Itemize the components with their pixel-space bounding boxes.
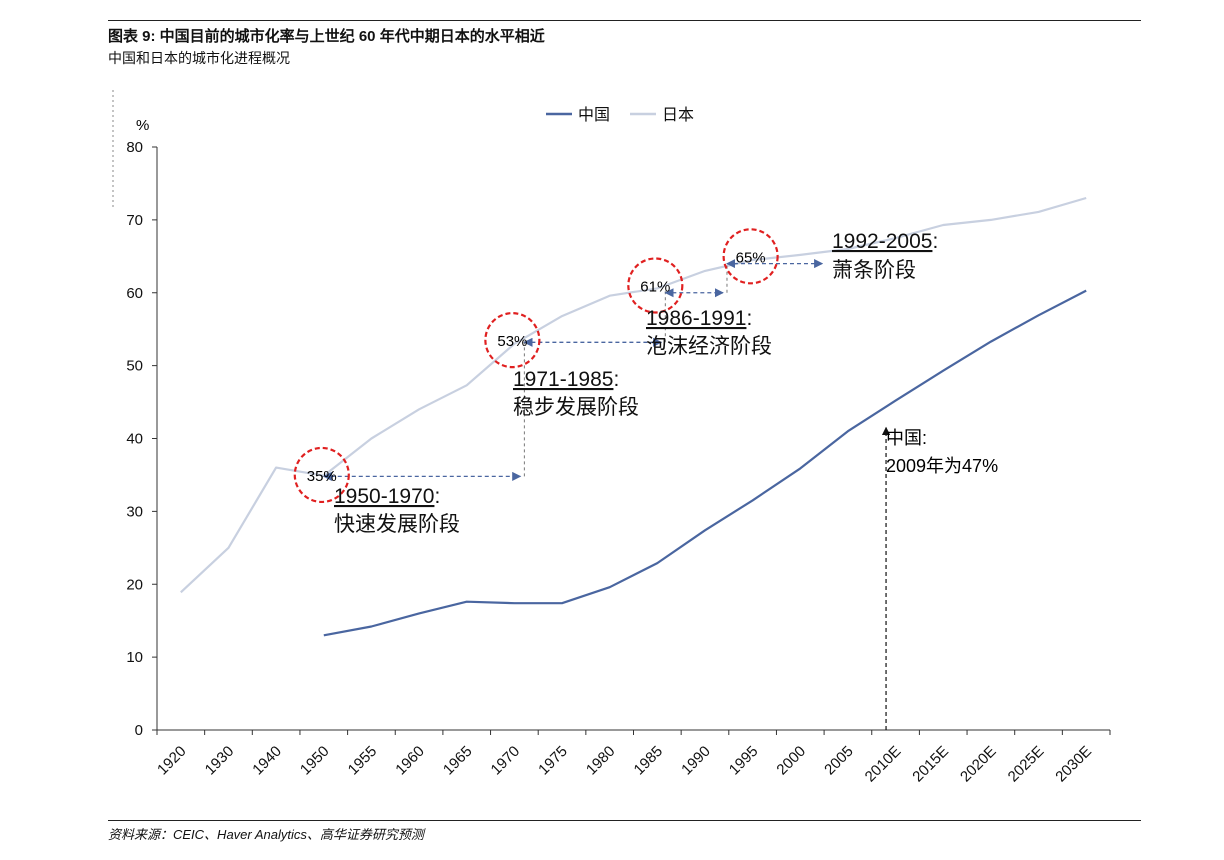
period-label-3: 1986-1991: 泡沫经济阶段 bbox=[646, 307, 772, 358]
legend-label-china: 中国 bbox=[578, 106, 610, 124]
circle-label-4: 65% bbox=[736, 249, 766, 266]
svg-text:1950-1970:: 1950-1970: bbox=[334, 485, 440, 508]
period-years-1: 1950-1970 bbox=[334, 485, 434, 508]
period-colon-3: : bbox=[746, 307, 752, 330]
circle-label-3: 61% bbox=[640, 278, 670, 295]
x-tick-label-12: 1995 bbox=[726, 743, 762, 779]
y-axis-unit: % bbox=[136, 117, 149, 134]
period-years-3: 1986-1991 bbox=[646, 307, 746, 330]
x-tick-label-5: 1960 bbox=[392, 743, 428, 779]
period-label-2: 1971-1985: 稳步发展阶段 bbox=[513, 368, 639, 419]
bottom-rule bbox=[108, 820, 1141, 821]
x-tick-label-9: 1980 bbox=[583, 743, 619, 779]
circle-label-1: 35% bbox=[307, 468, 337, 485]
period-colon-4: : bbox=[932, 230, 938, 253]
x-tick-label-0: 1920 bbox=[154, 743, 190, 779]
china-2009-note: 中国: 2009年为47% bbox=[886, 428, 998, 476]
y-tick-label-0: 0 bbox=[135, 722, 143, 739]
period-stage-2: 稳步发展阶段 bbox=[513, 396, 639, 419]
y-tick-label-4: 40 bbox=[126, 431, 143, 448]
y-tick-label-2: 20 bbox=[126, 576, 143, 593]
highlight-circle-2 bbox=[484, 312, 541, 369]
y-tick-label-3: 30 bbox=[126, 503, 143, 520]
source-note: 资料来源：CEIC、Haver Analytics、高华证券研究预测 bbox=[108, 827, 424, 842]
period-stage-3: 泡沫经济阶段 bbox=[646, 335, 772, 358]
highlight-circle-3 bbox=[627, 257, 684, 314]
x-tick-label-8: 1975 bbox=[535, 743, 571, 779]
x-tick-label-18: 2025E bbox=[1005, 743, 1048, 786]
x-tick-label-16: 2015E bbox=[909, 743, 952, 786]
period-colon-2: : bbox=[613, 368, 619, 391]
figure-title: 图表 9: 中国目前的城市化率与上世纪 60 年代中期日本的水平相近 bbox=[108, 28, 545, 45]
china-note-line1: 中国: bbox=[886, 428, 927, 448]
highlight-circle-1 bbox=[293, 446, 350, 504]
x-tick-label-13: 2000 bbox=[773, 743, 809, 779]
x-tick-label-3: 1950 bbox=[297, 743, 333, 779]
x-tick-label-10: 1985 bbox=[631, 743, 667, 779]
x-tick-label-15: 2010E bbox=[862, 743, 905, 786]
legend-label-japan: 日本 bbox=[662, 106, 694, 124]
x-tick-label-7: 1970 bbox=[488, 743, 524, 779]
svg-text:1971-1985:: 1971-1985: bbox=[513, 368, 619, 391]
annotations: 35% 53% 61% 65% bbox=[293, 228, 891, 730]
period-label-1: 1950-1970: 快速发展阶段 bbox=[334, 485, 460, 536]
figure-subtitle: 中国和日本的城市化进程概况 bbox=[108, 50, 290, 66]
y-tick-label-6: 60 bbox=[126, 285, 143, 302]
series-line-japan bbox=[180, 196, 1087, 594]
period-colon-1: : bbox=[434, 485, 440, 508]
period-years-2: 1971-1985 bbox=[513, 368, 613, 391]
y-tick-label-8: 80 bbox=[126, 139, 143, 156]
x-tick-label-11: 1990 bbox=[678, 743, 714, 779]
top-rule bbox=[108, 20, 1141, 21]
y-tick-label-1: 10 bbox=[126, 649, 143, 666]
x-tick-label-17: 2020E bbox=[957, 743, 1000, 786]
series-lines bbox=[180, 196, 1087, 637]
highlight-circle-4 bbox=[722, 228, 779, 285]
circle-label-2: 53% bbox=[497, 333, 527, 350]
svg-text:1986-1991:: 1986-1991: bbox=[646, 307, 752, 330]
period-stage-4: 萧条阶段 bbox=[832, 259, 916, 282]
china-note-line2: 2009年为47% bbox=[886, 456, 998, 476]
period-stage-1: 快速发展阶段 bbox=[334, 513, 460, 536]
y-tick-label-7: 70 bbox=[126, 212, 143, 229]
x-tick-label-14: 2005 bbox=[821, 743, 857, 779]
x-tick-label-6: 1965 bbox=[440, 743, 476, 779]
legend: 中国 日本 bbox=[546, 106, 694, 124]
x-tick-label-19: 2030E bbox=[1052, 743, 1095, 786]
y-tick-label-5: 50 bbox=[126, 358, 143, 375]
x-tick-label-2: 1940 bbox=[249, 743, 285, 779]
period-years-4: 1992-2005 bbox=[832, 230, 932, 253]
period-label-4: 1992-2005: 萧条阶段 bbox=[832, 230, 938, 282]
x-tick-label-1: 1930 bbox=[202, 743, 238, 779]
svg-text:1992-2005:: 1992-2005: bbox=[832, 230, 938, 253]
x-tick-label-4: 1955 bbox=[345, 743, 381, 779]
series-line-china bbox=[323, 289, 1087, 637]
